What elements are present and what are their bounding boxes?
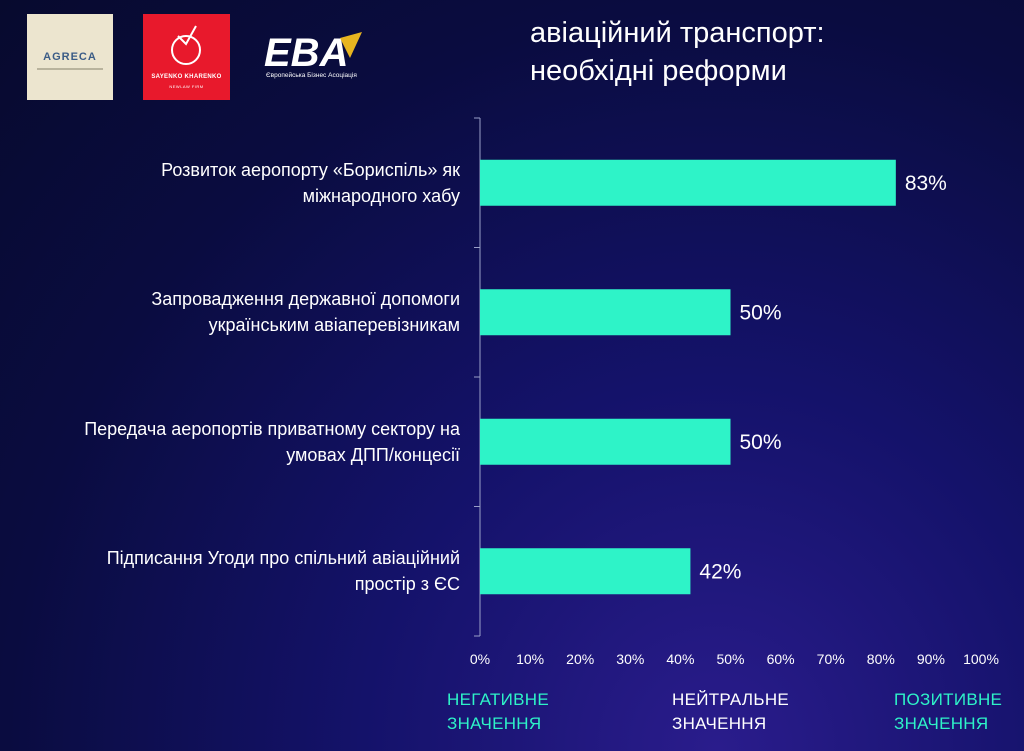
page-title: авіаційний транспорт: необхідні реформи xyxy=(530,14,825,90)
category-label-line: умовах ДПП/концесії xyxy=(286,444,460,465)
data-label: 83% xyxy=(905,172,947,195)
category-label-line: українським авіаперевізникам xyxy=(208,315,460,336)
category-label-line: простір з ЄС xyxy=(354,574,460,595)
positive-note: ПОЗИТИВНЕ ЗНАЧЕННЯ xyxy=(894,688,1002,736)
bar xyxy=(480,418,731,465)
x-tick-label: 0% xyxy=(470,651,490,667)
eba-logo-subtext: Європейська Бізнес Асоціація xyxy=(266,72,357,79)
sayenko-emblem-icon xyxy=(171,25,201,65)
category-label: Розвиток аеропорту «Бориспіль» як міжнаро… xyxy=(0,157,460,209)
eba-logo-letters: EBA xyxy=(264,31,348,72)
neutral-note: НЕЙТРАЛЬНЕ ЗНАЧЕННЯ xyxy=(672,688,789,736)
data-label: 50% xyxy=(740,431,782,454)
positive-note-line-1: ПОЗИТИВНЕ xyxy=(894,690,1003,709)
positive-note-line-2: ЗНАЧЕННЯ xyxy=(894,714,989,733)
category-label-line: Запровадження державної допомоги xyxy=(151,289,460,310)
agreca-logo: AGRECA xyxy=(27,14,113,100)
agreca-logo-text: AGRECA xyxy=(43,51,97,63)
x-tick-label: 50% xyxy=(716,651,744,667)
negative-note-line-1: НЕГАТИВНЕ xyxy=(447,690,549,709)
x-tick-label: 60% xyxy=(767,651,795,667)
category-label: Передача аеропортів приватному сектору н… xyxy=(0,416,460,468)
neutral-note-line-2: ЗНАЧЕННЯ xyxy=(672,714,767,733)
category-label-line: міжнародного хабу xyxy=(302,185,460,206)
x-tick-label: 10% xyxy=(516,651,544,667)
x-tick-label: 80% xyxy=(867,651,895,667)
page-title-line-1: авіаційний транспорт: xyxy=(530,17,825,49)
category-label-line: Передача аеропортів приватному сектору н… xyxy=(84,418,460,439)
negative-note: НЕГАТИВНЕ ЗНАЧЕННЯ xyxy=(447,688,549,736)
x-tick-label: 70% xyxy=(817,651,845,667)
x-tick-label: 40% xyxy=(666,651,694,667)
neutral-note-line-1: НЕЙТРАЛЬНЕ xyxy=(672,690,790,709)
sayenko-kharenko-logo: SAYENKO KHARENKO NEWLAW FIRM xyxy=(143,14,230,100)
category-label: Запровадження державної допомоги українсь… xyxy=(0,286,460,338)
sayenko-logo-subtext: NEWLAW FIRM xyxy=(169,84,204,89)
category-label: Підписання Угоди про спільний авіаційний… xyxy=(0,545,460,597)
category-label-line: Розвиток аеропорту «Бориспіль» як xyxy=(161,159,460,180)
eba-logo: EBA Європейська Бізнес Асоціація xyxy=(258,14,370,100)
data-label: 42% xyxy=(699,560,741,583)
eba-emblem-icon: EBA xyxy=(264,31,362,72)
bar xyxy=(480,548,691,595)
data-label: 50% xyxy=(740,301,782,324)
bar xyxy=(480,159,896,206)
category-label-line: Підписання Угоди про спільний авіаційний xyxy=(106,548,460,569)
sayenko-logo-text: SAYENKO KHARENKO xyxy=(151,74,222,80)
x-tick-label: 20% xyxy=(566,651,594,667)
agreca-logo-rule xyxy=(37,68,103,70)
negative-note-line-2: ЗНАЧЕННЯ xyxy=(447,714,542,733)
x-tick-label: 30% xyxy=(616,651,644,667)
bar xyxy=(480,289,731,336)
x-tick-label: 100% xyxy=(963,651,999,667)
page-title-line-2: необхідні реформи xyxy=(530,55,787,87)
x-tick-label: 90% xyxy=(917,651,945,667)
